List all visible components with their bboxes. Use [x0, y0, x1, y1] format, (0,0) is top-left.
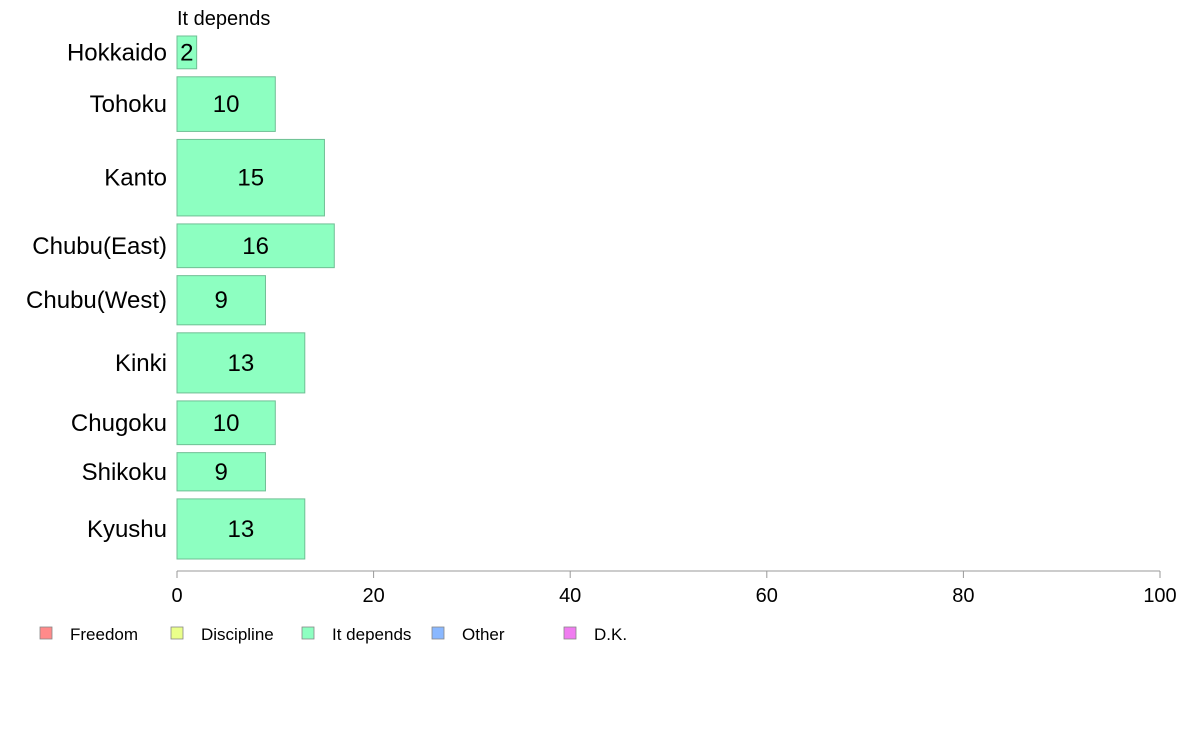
x-tick-label: 100 — [1143, 585, 1176, 607]
value-label: 13 — [228, 516, 255, 543]
legend-swatch — [431, 626, 445, 640]
x-tick-label: 0 — [171, 585, 182, 607]
chart-title: It depends — [177, 8, 270, 30]
value-label: 2 — [180, 39, 193, 66]
bar-hokkaido — [176, 35, 198, 70]
category-label: Hokkaido — [67, 39, 167, 66]
category-label: Kyushu — [87, 516, 167, 543]
category-label: Chubu(West) — [26, 287, 167, 314]
x-tick-label: 40 — [559, 585, 581, 607]
x-tick-label: 20 — [362, 585, 384, 607]
bar-kinki — [176, 332, 306, 394]
value-label: 10 — [213, 410, 240, 437]
category-label: Tohoku — [90, 91, 167, 118]
value-label: 15 — [237, 165, 264, 192]
category-label: Shikoku — [82, 459, 167, 486]
bar-kyushu — [176, 498, 306, 560]
x-axis: 0 20 40 60 80 100 — [171, 570, 1177, 607]
bars-layer: Hokkaido 2 Tohoku 10 Kanto 15 Chubu(East) 16 Chu… — [26, 35, 335, 560]
legend-label: Freedom — [70, 625, 138, 644]
legend-swatch — [563, 626, 577, 640]
legend-label: Other — [462, 625, 505, 644]
legend-label: D.K. — [594, 625, 627, 644]
value-label: 13 — [228, 350, 255, 377]
value-label: 9 — [215, 287, 228, 314]
legend-label: Discipline — [201, 625, 274, 644]
x-tick-label: 80 — [952, 585, 974, 607]
bar-chubu-east- — [176, 223, 335, 269]
x-tick-label: 60 — [756, 585, 778, 607]
legend-swatch — [301, 626, 315, 640]
bar-chubu-west- — [176, 275, 266, 326]
category-label: Kanto — [104, 165, 167, 192]
value-label: 10 — [213, 91, 240, 118]
value-label: 16 — [242, 233, 269, 260]
bar-shikoku — [176, 452, 266, 492]
legend-swatch — [39, 626, 53, 640]
bar-tohoku — [176, 76, 276, 132]
legend-swatch — [170, 626, 184, 640]
category-label: Chubu(East) — [32, 233, 167, 260]
legend: Freedom Discipline It depends Other D.K. — [39, 625, 627, 644]
bar-kanto — [176, 138, 325, 217]
bar-chugoku — [176, 400, 276, 446]
category-label: Chugoku — [71, 410, 167, 437]
category-label: Kinki — [115, 350, 167, 377]
legend-label: It depends — [332, 625, 411, 644]
value-label: 9 — [215, 459, 228, 486]
